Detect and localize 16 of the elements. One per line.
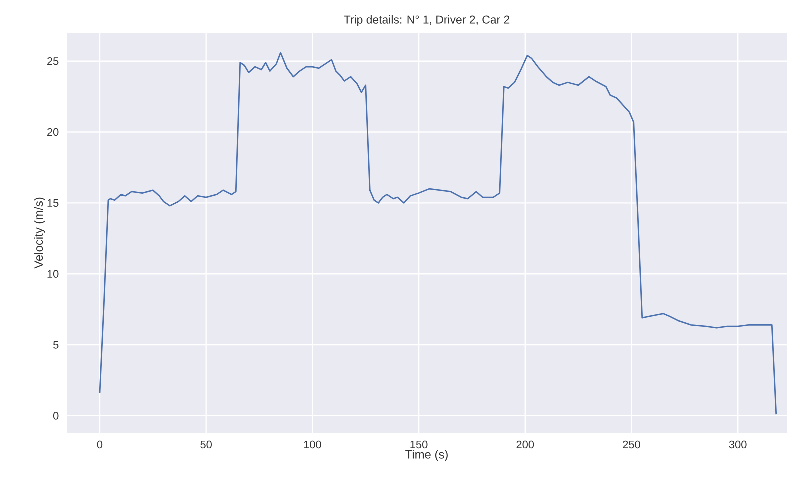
chart-title: Trip details: N° 1, Driver 2, Car 2	[344, 15, 510, 26]
x-tick-label: 200	[516, 440, 534, 449]
x-tick-label: 100	[304, 440, 322, 449]
y-tick-label: 10	[48, 270, 59, 278]
x-tick-label: 150	[410, 440, 428, 449]
x-axis-title: Time (s)	[406, 450, 448, 462]
x-tick-label: 0	[97, 440, 103, 449]
y-tick-label: 0	[53, 412, 59, 420]
y-tick-label: 15	[48, 199, 59, 208]
y-tick-label: 20	[48, 128, 59, 136]
y-tick-label: 5	[54, 341, 59, 349]
y-axis-title: Velocity (m/s)	[34, 198, 46, 269]
x-tick-label: 300	[729, 440, 747, 449]
x-tick-label: 250	[623, 440, 640, 449]
y-tick-label: 25	[48, 57, 59, 66]
x-tick-label: 50	[200, 440, 212, 449]
